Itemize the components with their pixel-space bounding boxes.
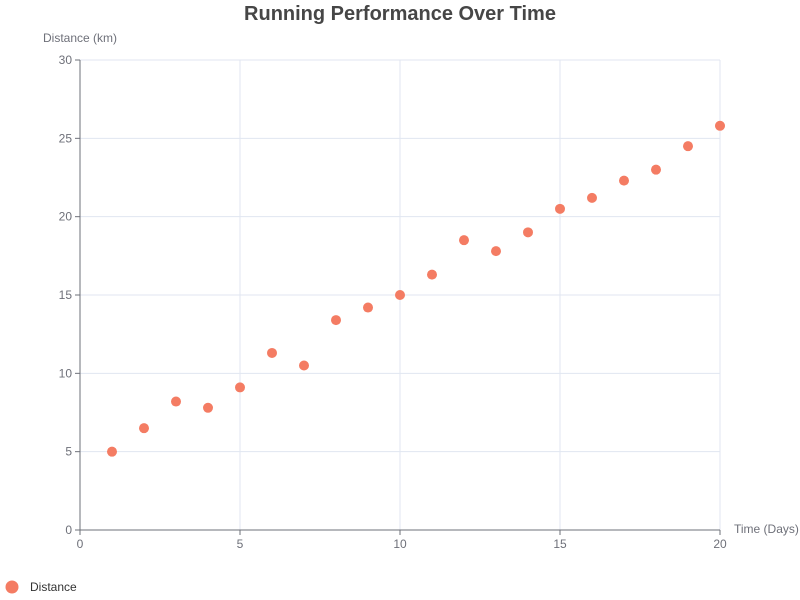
data-point[interactable] xyxy=(587,192,597,203)
data-point[interactable] xyxy=(139,423,149,434)
data-point[interactable] xyxy=(523,227,533,238)
data-point[interactable] xyxy=(555,203,565,214)
data-point[interactable] xyxy=(203,402,213,413)
y-tick-label: 10 xyxy=(59,366,73,380)
x-tick-label: 0 xyxy=(77,537,84,551)
data-point[interactable] xyxy=(395,290,405,300)
legend-label-distance: Distance xyxy=(30,580,77,594)
data-point[interactable] xyxy=(427,269,437,280)
data-point[interactable] xyxy=(363,302,373,313)
chart-title: Running Performance Over Time xyxy=(244,3,556,25)
data-point[interactable] xyxy=(651,164,661,175)
data-point[interactable] xyxy=(491,246,501,257)
gridlines xyxy=(80,59,721,530)
data-point[interactable] xyxy=(619,175,629,186)
x-axis-ticks: 0 5 10 15 20 xyxy=(77,530,727,551)
data-points xyxy=(107,120,725,457)
x-tick-label: 20 xyxy=(713,537,727,551)
y-tick-label: 30 xyxy=(59,53,73,67)
y-tick-label: 0 xyxy=(65,523,72,537)
data-point[interactable] xyxy=(107,446,117,457)
y-tick-label: 5 xyxy=(65,445,72,459)
x-tick-label: 5 xyxy=(237,537,244,551)
data-point[interactable] xyxy=(267,347,277,358)
data-point[interactable] xyxy=(299,360,309,371)
y-tick-label: 20 xyxy=(59,210,73,224)
data-point[interactable] xyxy=(683,141,693,152)
x-axis-label: Time (Days) xyxy=(734,522,799,536)
y-tick-label: 15 xyxy=(59,288,73,302)
data-point[interactable] xyxy=(171,396,181,407)
legend-marker-distance xyxy=(5,580,19,594)
data-point[interactable] xyxy=(459,235,469,246)
y-tick-label: 25 xyxy=(59,131,73,145)
x-tick-label: 10 xyxy=(393,537,407,551)
data-point[interactable] xyxy=(331,315,341,326)
data-point[interactable] xyxy=(715,120,725,131)
y-axis-label: Distance (km) xyxy=(43,31,117,45)
legend[interactable]: Distance xyxy=(5,580,78,594)
x-tick-label: 15 xyxy=(553,537,567,551)
y-axis-ticks: 0 5 10 15 20 25 30 xyxy=(59,53,80,537)
data-point[interactable] xyxy=(235,382,245,393)
